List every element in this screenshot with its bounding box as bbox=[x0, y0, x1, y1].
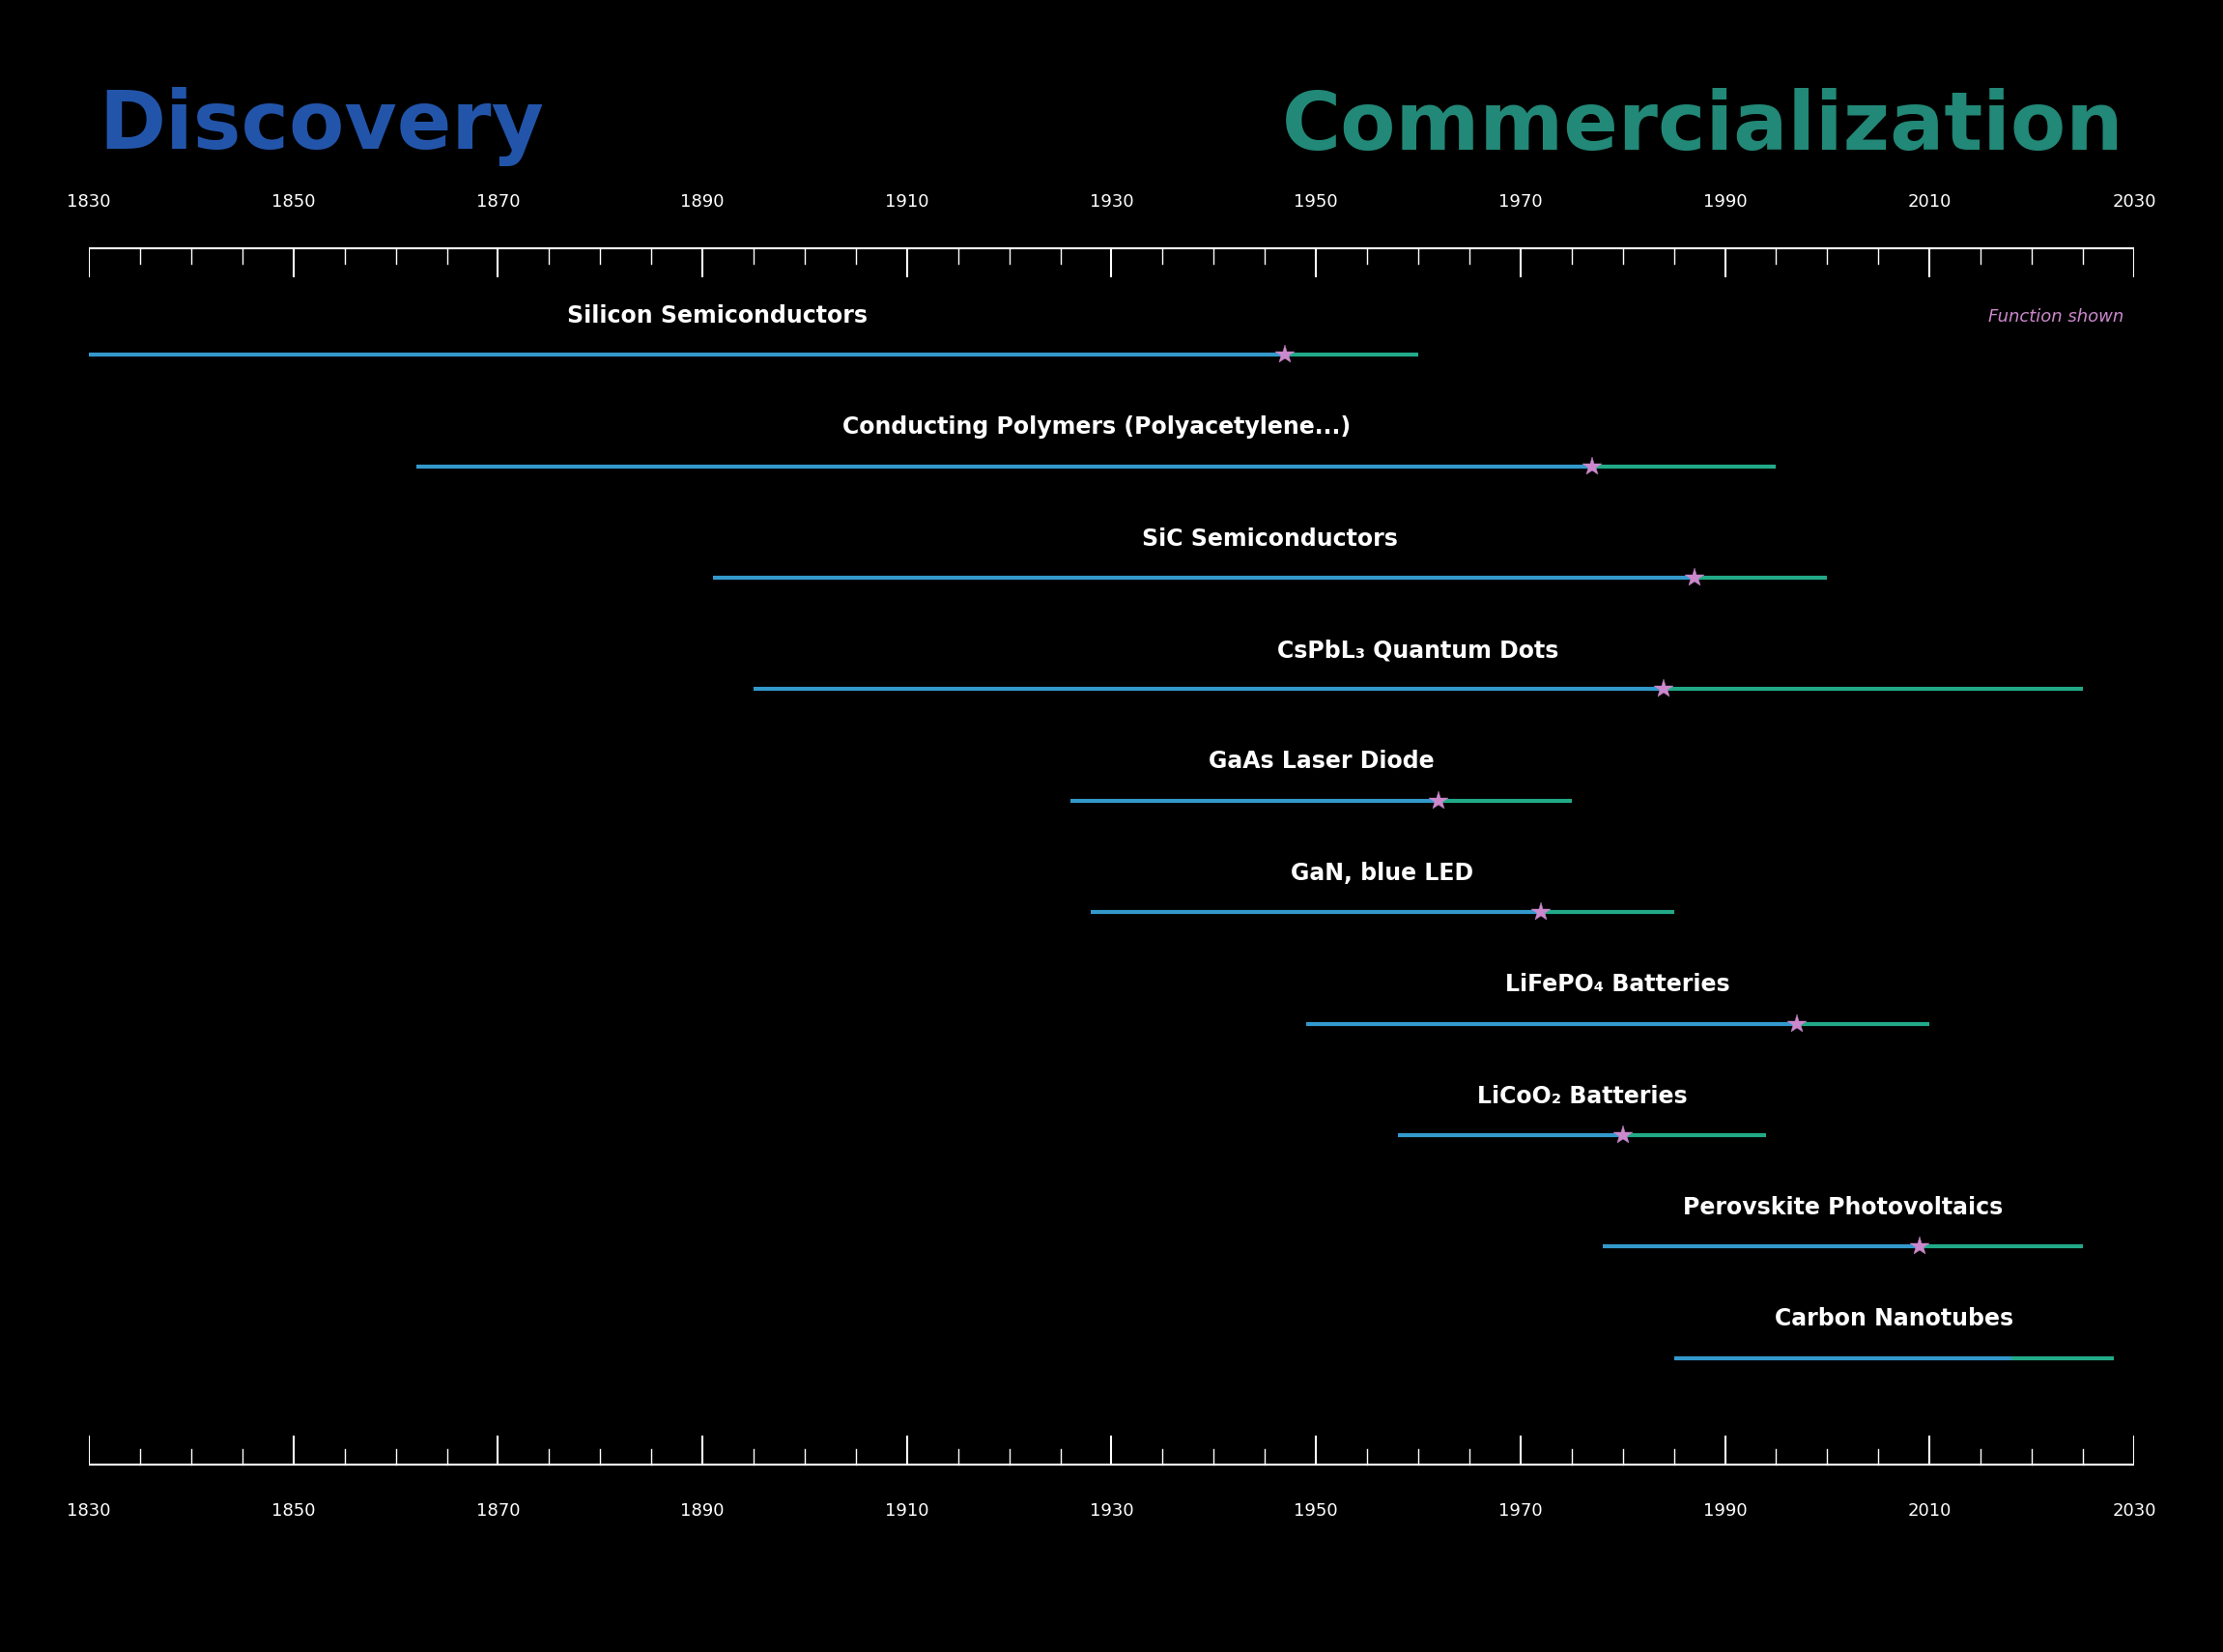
Text: 1890: 1890 bbox=[680, 193, 725, 210]
Text: Perovskite Photovoltaics: Perovskite Photovoltaics bbox=[1683, 1196, 2003, 1219]
Text: 1950: 1950 bbox=[1294, 1502, 1338, 1520]
Text: 1910: 1910 bbox=[885, 1502, 929, 1520]
Text: LiFePO₄ Batteries: LiFePO₄ Batteries bbox=[1505, 973, 1729, 996]
Text: CsPbL₃ Quantum Dots: CsPbL₃ Quantum Dots bbox=[1278, 639, 1558, 662]
Text: LiCoO₂ Batteries: LiCoO₂ Batteries bbox=[1476, 1084, 1687, 1108]
Text: 1890: 1890 bbox=[680, 1502, 725, 1520]
Text: 2030: 2030 bbox=[2112, 1502, 2156, 1520]
Text: 1930: 1930 bbox=[1089, 1502, 1134, 1520]
Text: 1830: 1830 bbox=[67, 193, 111, 210]
Text: 1930: 1930 bbox=[1089, 193, 1134, 210]
Text: GaN, blue LED: GaN, blue LED bbox=[1292, 862, 1474, 885]
Text: 2030: 2030 bbox=[2112, 193, 2156, 210]
Text: 2010: 2010 bbox=[1907, 193, 1952, 210]
Text: Function shown: Function shown bbox=[1987, 309, 2123, 325]
Text: 1950: 1950 bbox=[1294, 193, 1338, 210]
Text: 1970: 1970 bbox=[1498, 1502, 1543, 1520]
Text: 1910: 1910 bbox=[885, 193, 929, 210]
Text: SiC Semiconductors: SiC Semiconductors bbox=[1143, 527, 1398, 550]
Text: Commercialization: Commercialization bbox=[1283, 88, 2123, 165]
Text: 1870: 1870 bbox=[476, 193, 520, 210]
Text: Carbon Nanotubes: Carbon Nanotubes bbox=[1774, 1307, 2014, 1330]
Text: 2010: 2010 bbox=[1907, 1502, 1952, 1520]
Text: 1850: 1850 bbox=[271, 1502, 316, 1520]
Text: GaAs Laser Diode: GaAs Laser Diode bbox=[1209, 750, 1434, 773]
Text: Discovery: Discovery bbox=[100, 88, 545, 167]
Text: 1870: 1870 bbox=[476, 1502, 520, 1520]
Text: 1970: 1970 bbox=[1498, 193, 1543, 210]
Text: 1990: 1990 bbox=[1703, 193, 1747, 210]
Text: 1990: 1990 bbox=[1703, 1502, 1747, 1520]
Text: Silicon Semiconductors: Silicon Semiconductors bbox=[567, 304, 867, 327]
Text: Conducting Polymers (Polyacetylene...): Conducting Polymers (Polyacetylene...) bbox=[843, 416, 1349, 439]
Text: 1830: 1830 bbox=[67, 1502, 111, 1520]
Text: 1850: 1850 bbox=[271, 193, 316, 210]
